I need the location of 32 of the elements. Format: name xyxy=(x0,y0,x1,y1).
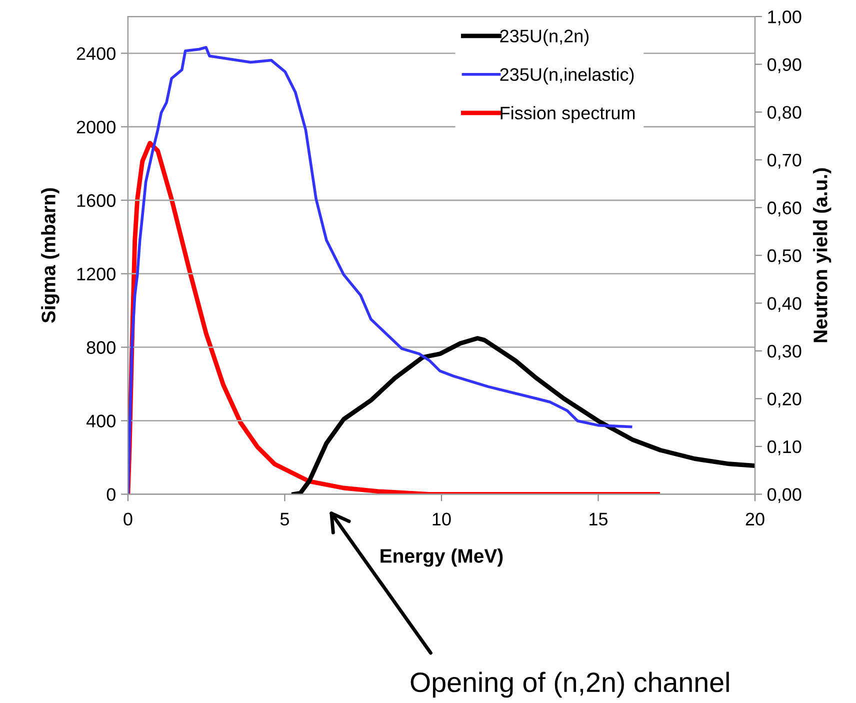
y2-tick-label: 0,50 xyxy=(768,249,802,264)
line-series xyxy=(292,336,755,494)
legend-label: Fission spectrum xyxy=(500,106,635,123)
y2-tick-label: 0,10 xyxy=(768,440,802,456)
y-tick-label: 2000 xyxy=(76,120,116,134)
y-tick-label: 2400 xyxy=(76,47,116,60)
text: Opening of (n,2n) channel xyxy=(410,672,729,698)
y2-tick-label: 0,70 xyxy=(768,154,802,169)
y-tick-label: 0 xyxy=(106,488,116,501)
y2-tick-label: 0,30 xyxy=(768,344,802,360)
x-tick-label: 15 xyxy=(590,512,608,526)
y-axis-title: Sigma (mbarn) xyxy=(41,188,60,323)
y2-tick-label: 0,20 xyxy=(768,392,802,408)
legend-label: 235U(n,inelastic) xyxy=(500,68,634,84)
y2-tick-label: 0,80 xyxy=(768,106,802,121)
y-tick-label: 1600 xyxy=(77,194,116,207)
y-tick-label: 1200 xyxy=(77,268,116,280)
y2-tick-label: 0,40 xyxy=(768,297,802,312)
y2-tick-label: 0,60 xyxy=(768,202,802,216)
x-axis-title: Energy (MeV) xyxy=(380,548,503,567)
x-tick-label: 10 xyxy=(432,512,451,526)
line-series xyxy=(128,46,632,494)
x-tick-label: 5 xyxy=(280,512,289,526)
y-tick-label: 800 xyxy=(86,341,116,354)
legend-label: 235U(n,2n) xyxy=(500,29,589,46)
y2-tick-label: 0,90 xyxy=(768,58,802,74)
x-tick-label: 0 xyxy=(124,512,132,526)
y2-axis-title: Neutron yield (a.u.) xyxy=(813,168,832,342)
y-tick-label: 400 xyxy=(86,414,116,428)
y2-tick-label: 0,00 xyxy=(768,488,802,504)
x-tick-label: 20 xyxy=(746,512,764,526)
y2-tick-label: 1,00 xyxy=(768,10,802,26)
